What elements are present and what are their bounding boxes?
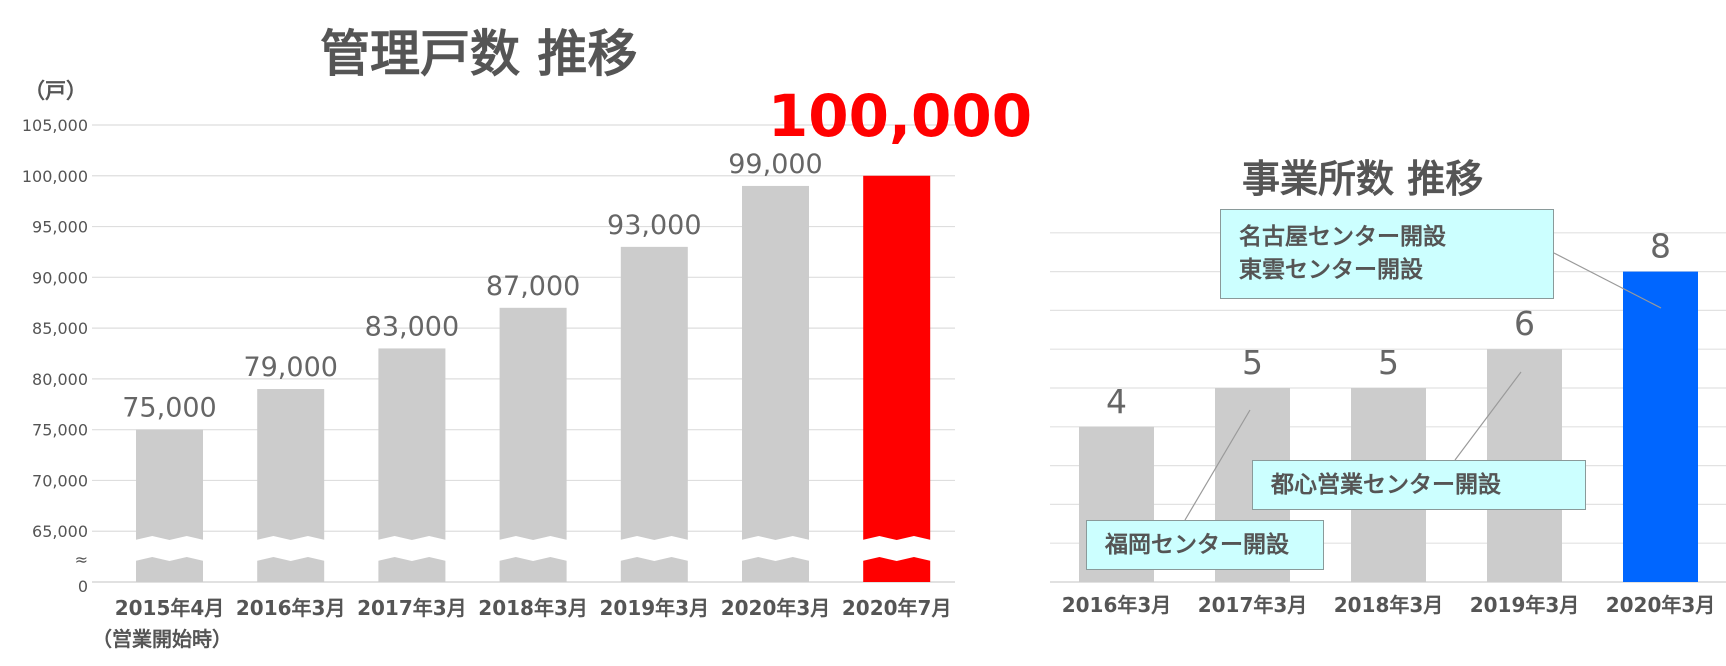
chart2-title: 事業所数 推移 (1242, 157, 1484, 201)
value-label: 5 (1242, 343, 1263, 382)
callout-line-fukuoka: 福岡センター開設 (1105, 532, 1289, 558)
value-label: 79,000 (243, 352, 337, 383)
bar (499, 307, 567, 582)
callout-leader-line (1454, 371, 1522, 461)
callout-leader-line (1184, 409, 1251, 521)
value-label: 6 (1514, 304, 1535, 343)
y-tick-label: ≈ (75, 550, 88, 569)
axis-break-gap (862, 536, 932, 561)
x-tick-label: 2020年3月 (1606, 593, 1716, 617)
callout-nagoya-shinonome: 名古屋センター開設 東雲センター開設 (1220, 209, 1554, 299)
y-tick-label: 65,000 (32, 522, 88, 541)
y-tick-label: 90,000 (32, 268, 88, 287)
bar (1623, 271, 1698, 582)
value-label: 87,000 (486, 271, 580, 302)
value-label-highlight: 100,000 (768, 82, 1032, 150)
callout-fukuoka: 福岡センター開設 (1086, 520, 1324, 570)
y-tick-label: 85,000 (32, 319, 88, 338)
x-tick-subtitle: （営業開始時） (92, 627, 232, 651)
y-tick-label: 0 (78, 577, 88, 596)
axis-break-gap (377, 536, 447, 561)
y-axis-unit: （戸） (24, 79, 87, 103)
callout-toshin: 都心営業センター開設 (1252, 460, 1586, 510)
x-tick-label: 2018年3月 (1334, 593, 1444, 617)
bar (863, 175, 931, 582)
x-tick-label: 2017年3月 (1198, 593, 1308, 617)
x-tick-label: 2020年7月 (842, 596, 952, 620)
y-tick-label: 80,000 (32, 370, 88, 389)
value-label: 4 (1106, 382, 1127, 421)
axis-break-gap (498, 536, 568, 561)
callout-line-nagoya: 名古屋センター開設 (1239, 224, 1446, 250)
value-label: 93,000 (607, 210, 701, 241)
bar (620, 246, 688, 582)
axis-break-gap (135, 536, 204, 561)
x-tick-label: 2017年3月 (357, 596, 467, 620)
axis-break-gap (741, 536, 810, 561)
y-tick-label: 70,000 (32, 471, 88, 490)
value-label: 99,000 (728, 149, 822, 180)
x-tick-label: 2016年3月 (1062, 593, 1172, 617)
y-tick-label: 100,000 (22, 167, 88, 186)
value-label: 5 (1378, 343, 1399, 382)
chart1-title: 管理戸数 推移 (320, 25, 638, 83)
axis-break-gap (256, 536, 326, 561)
callout-line-toshin: 都心営業センター開設 (1271, 472, 1501, 498)
x-tick-label: 2018年3月 (478, 596, 588, 620)
y-tick-label: 75,000 (32, 421, 88, 440)
value-label: 83,000 (365, 311, 459, 342)
bar (742, 185, 809, 582)
callout-leader-line (1553, 252, 1662, 309)
value-label: 8 (1650, 227, 1671, 266)
x-tick-label: 2016年3月 (236, 596, 346, 620)
callout-line-shinonome: 東雲センター開設 (1239, 257, 1423, 283)
y-tick-label: 105,000 (22, 116, 88, 135)
x-tick-label: 2015年4月 (115, 596, 225, 620)
y-tick-label: 95,000 (32, 218, 88, 237)
value-label: 75,000 (122, 393, 216, 424)
axis-break-gap (619, 536, 689, 561)
x-tick-label: 2020年3月 (721, 596, 831, 620)
x-tick-label: 2019年3月 (600, 596, 710, 620)
x-tick-label: 2019年3月 (1470, 593, 1580, 617)
